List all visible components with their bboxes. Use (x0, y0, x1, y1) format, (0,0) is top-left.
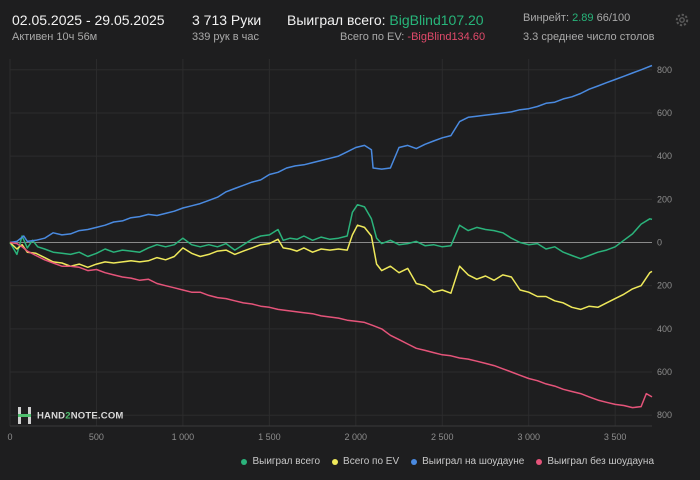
y-tick-label: 800 (657, 410, 672, 420)
ev-label: Всего по EV: (340, 31, 405, 43)
legend-item[interactable]: Всего по EV (332, 456, 399, 467)
avg-tables: 3.3 среднее число столов (523, 31, 655, 43)
chart[interactable]: 0 500 1 000 1 500 2 000 2 500 3 000 3 500 800 60… (0, 48, 700, 456)
x-tick-label: 3 000 (517, 432, 540, 442)
x-tick-label: 1 000 (172, 432, 195, 442)
x-tick-label: 2 500 (431, 432, 454, 442)
won-total: Выиграл всего: BigBlind107.20 (287, 12, 484, 28)
x-axis: 0 500 1 000 1 500 2 000 2 500 3 000 3 500 (7, 432, 626, 442)
winrate-unit: 66/100 (596, 12, 631, 24)
y-axis: 800 600 400 200 0 200 400 600 800 (657, 65, 672, 420)
x-tick-label: 3 500 (604, 432, 627, 442)
y-tick-label: 400 (657, 324, 672, 334)
legend-label: Выиграл на шоудауне (422, 456, 525, 467)
winrate-label: Винрейт: (523, 12, 570, 24)
hand2note-logo-icon (18, 407, 31, 424)
y-tick-label: 600 (657, 108, 672, 118)
hand2note-logo: HAND2NOTE.COM (18, 407, 124, 424)
y-tick-label: 600 (657, 367, 672, 377)
x-tick-label: 500 (89, 432, 104, 442)
legend-label: Выиграл всего (252, 456, 321, 467)
won-total-label: Выиграл всего: (287, 12, 386, 28)
legend-label: Всего по EV (343, 456, 400, 467)
legend-label: Выиграл без шоудауна (547, 456, 654, 467)
hand2note-brand: HAND2NOTE.COM (37, 411, 124, 422)
x-tick-label: 1 500 (258, 432, 281, 442)
legend-dot-icon (411, 458, 418, 465)
winrate-value: 2.89 (572, 12, 594, 24)
series-line-4 (9, 241, 653, 409)
x-tick-label: 0 (7, 432, 12, 442)
series-line-1 (9, 203, 653, 260)
ev-value: -BigBlind134.60 (407, 31, 486, 43)
legend-dot-icon (332, 458, 339, 465)
won-total-value: BigBlind107.20 (389, 12, 484, 28)
y-tick-label: 400 (657, 151, 672, 161)
hands-per-hour: 339 рук в час (192, 31, 260, 43)
x-tick-label: 2 000 (345, 432, 368, 442)
winrate: Винрейт: 2.89 66/100 (523, 12, 630, 24)
gear-icon[interactable] (674, 12, 690, 28)
hands-count: 3 713 Руки (192, 12, 262, 28)
legend-item[interactable]: Выиграл всего (241, 456, 320, 467)
stats-header: 02.05.2025 - 29.05.2025 Активен 10ч 56м … (0, 0, 700, 48)
series-line-3 (9, 64, 653, 244)
legend-item[interactable]: Выиграл на шоудауне (411, 456, 524, 467)
legend-item[interactable]: Выиграл без шоудауна (536, 456, 654, 467)
y-tick-label: 200 (657, 281, 672, 291)
y-tick-label: 800 (657, 65, 672, 75)
active-time: Активен 10ч 56м (12, 31, 98, 43)
chart-legend: Выиграл всего Всего по EV Выиграл на шоуда… (241, 456, 654, 467)
y-tick-label: 0 (657, 238, 662, 248)
chart-series (9, 64, 653, 409)
series-line-2 (9, 224, 653, 311)
y-tick-label: 200 (657, 194, 672, 204)
legend-dot-icon (536, 458, 543, 465)
date-range[interactable]: 02.05.2025 - 29.05.2025 (12, 12, 165, 28)
ev-total: Всего по EV: -BigBlind134.60 (340, 31, 485, 43)
legend-dot-icon (241, 458, 248, 465)
